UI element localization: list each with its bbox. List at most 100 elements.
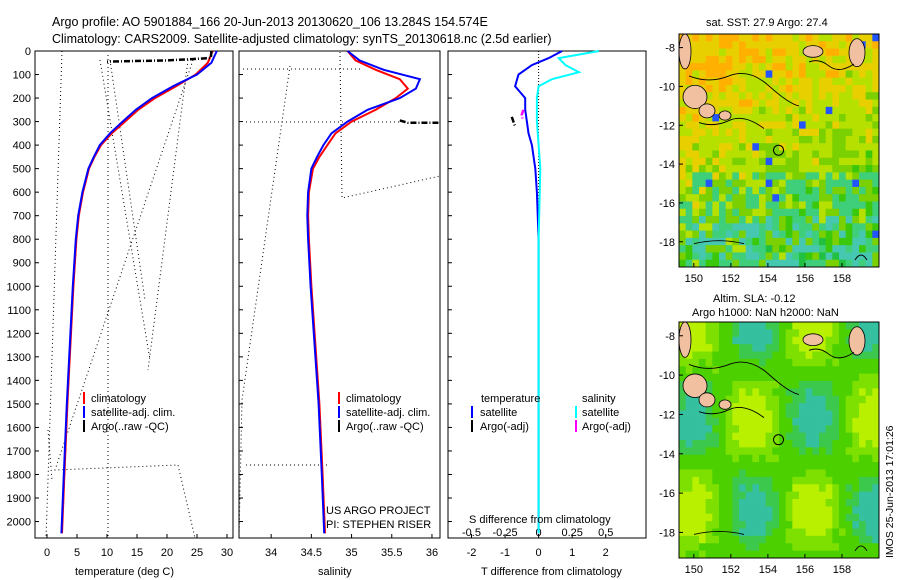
map-cell bbox=[832, 499, 840, 507]
map-cell bbox=[865, 70, 873, 79]
map-cell bbox=[739, 128, 747, 137]
map-cell bbox=[692, 70, 700, 79]
map-cell bbox=[799, 34, 807, 42]
map-cell bbox=[752, 395, 760, 404]
map-cell bbox=[832, 432, 840, 441]
lon-tick-label: 154 bbox=[759, 273, 777, 285]
map-cell bbox=[792, 157, 800, 166]
land-shape bbox=[678, 33, 692, 70]
map-cell bbox=[772, 179, 780, 188]
map-cell bbox=[812, 513, 820, 522]
map-cell bbox=[852, 358, 860, 367]
map-cell bbox=[692, 128, 700, 137]
map-cell bbox=[865, 454, 873, 463]
map-cell bbox=[765, 454, 773, 463]
map-cell bbox=[699, 172, 707, 181]
map-cell bbox=[719, 41, 727, 50]
map-cell bbox=[872, 351, 880, 360]
map-cell bbox=[832, 223, 840, 232]
map-cell bbox=[745, 165, 753, 173]
map-cell bbox=[699, 70, 707, 79]
map-cell bbox=[865, 216, 873, 224]
map-cell bbox=[865, 344, 873, 352]
map-cell bbox=[792, 70, 800, 79]
map-cell bbox=[719, 484, 727, 493]
map-cell bbox=[799, 63, 807, 71]
map-cell bbox=[732, 322, 740, 330]
map-cell bbox=[719, 329, 727, 338]
map-cell bbox=[852, 535, 860, 544]
map-cell bbox=[832, 216, 840, 224]
map-cell bbox=[712, 476, 720, 485]
map-cell bbox=[792, 543, 800, 552]
map-cell bbox=[799, 70, 807, 79]
map-cell bbox=[685, 172, 693, 181]
map-cell bbox=[865, 351, 873, 360]
map-cell bbox=[839, 99, 847, 108]
map-cell bbox=[772, 484, 780, 493]
map-cell bbox=[732, 417, 740, 426]
map-cell bbox=[785, 55, 793, 64]
map-cell bbox=[859, 528, 867, 537]
map-cell bbox=[712, 201, 720, 210]
map-cell bbox=[872, 513, 880, 522]
map-cell bbox=[752, 230, 760, 239]
lat-tick-label: -16 bbox=[659, 198, 675, 210]
map-cell bbox=[752, 150, 760, 159]
map-cell bbox=[859, 322, 867, 330]
map-cell bbox=[699, 114, 707, 122]
map-cell bbox=[732, 77, 740, 86]
map-cell bbox=[799, 521, 807, 529]
map-cell bbox=[812, 543, 820, 552]
map-cell bbox=[779, 172, 787, 181]
map-cell bbox=[685, 143, 693, 151]
map-cell bbox=[752, 358, 760, 367]
map-cell bbox=[705, 322, 713, 330]
temperature-axes bbox=[34, 50, 234, 539]
difference-top-label: S difference from climatology bbox=[469, 514, 611, 526]
map-cell bbox=[865, 179, 873, 188]
map-cell bbox=[679, 535, 687, 544]
map-cell bbox=[779, 157, 787, 166]
lon-tick-label: 156 bbox=[796, 273, 814, 285]
map-cell bbox=[759, 230, 767, 239]
map-cell bbox=[765, 462, 773, 470]
map-cell bbox=[745, 143, 753, 151]
map-cell bbox=[812, 106, 820, 115]
map-cell bbox=[799, 150, 807, 159]
map-cell bbox=[685, 230, 693, 239]
map-cell bbox=[705, 447, 713, 456]
map-cell bbox=[765, 447, 773, 456]
map-cell bbox=[685, 194, 693, 202]
map-cell bbox=[825, 491, 833, 500]
map-cell bbox=[845, 344, 853, 352]
map-cell bbox=[819, 70, 827, 79]
map-cell bbox=[859, 476, 867, 485]
map-cell bbox=[812, 388, 820, 397]
map-cell bbox=[712, 70, 720, 79]
map-cell bbox=[699, 491, 707, 500]
map-cell bbox=[739, 476, 747, 485]
map-cell bbox=[859, 521, 867, 529]
map-cell bbox=[745, 388, 753, 397]
map-cell bbox=[719, 447, 727, 456]
map-cell bbox=[832, 63, 840, 71]
map-cell bbox=[752, 128, 760, 137]
map-cell bbox=[712, 484, 720, 493]
map-cell bbox=[792, 34, 800, 42]
map-cell bbox=[859, 543, 867, 552]
map-cell bbox=[792, 201, 800, 210]
map-cell bbox=[772, 230, 780, 239]
map-cell bbox=[759, 245, 767, 253]
map-cell bbox=[872, 55, 880, 64]
map-cell bbox=[725, 63, 733, 71]
map-cell bbox=[765, 92, 773, 101]
map-cell bbox=[752, 106, 760, 115]
map-cell bbox=[719, 476, 727, 485]
map-cell bbox=[859, 491, 867, 500]
map-cell bbox=[805, 513, 813, 522]
map-cell bbox=[825, 41, 833, 50]
map-cell bbox=[699, 440, 707, 448]
map-cell bbox=[759, 381, 767, 389]
map-cell bbox=[732, 223, 740, 232]
